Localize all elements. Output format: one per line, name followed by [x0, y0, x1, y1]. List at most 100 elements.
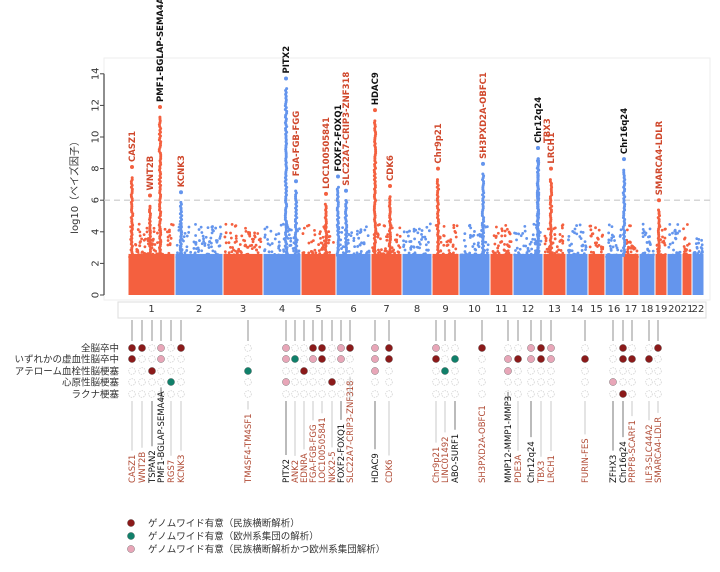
- point: [309, 250, 313, 253]
- peak-top-point: [324, 191, 328, 196]
- empty-dot: [581, 344, 589, 352]
- point: [367, 251, 371, 254]
- point: [277, 253, 281, 257]
- point: [694, 255, 698, 258]
- point: [313, 228, 316, 232]
- chromosome-label: 21: [681, 304, 694, 315]
- point: [645, 241, 649, 244]
- point: [567, 234, 571, 238]
- gene-label: PITX2: [282, 459, 292, 483]
- empty-dot: [291, 344, 299, 352]
- point: [144, 237, 147, 241]
- y-tick-label: 2: [91, 260, 102, 266]
- point: [608, 244, 612, 248]
- significance-dot: [609, 378, 617, 386]
- significance-dot: [346, 344, 354, 352]
- empty-dot: [581, 378, 589, 386]
- chromosome-label: 18: [641, 304, 654, 315]
- point: [405, 255, 409, 259]
- point: [500, 234, 504, 238]
- matrix-column: FGA-FGB-FGG: [309, 320, 319, 483]
- matrix-column: CDK6: [385, 320, 395, 483]
- empty-dot: [385, 378, 393, 386]
- point: [138, 230, 142, 234]
- point: [195, 247, 198, 251]
- peak-point: [388, 195, 392, 199]
- gene-label: CASZ1: [128, 455, 138, 483]
- point: [425, 225, 429, 229]
- point: [506, 227, 509, 231]
- significance-dot: [244, 367, 252, 375]
- point: [341, 245, 345, 249]
- point: [561, 223, 565, 227]
- point: [468, 251, 472, 255]
- gene-label: SH3PXD2A-OBFC1: [478, 405, 488, 483]
- point: [449, 238, 453, 242]
- empty-dot: [244, 378, 252, 386]
- matrix-column: HDAC9: [371, 320, 381, 483]
- point: [202, 237, 205, 241]
- chromosome-14: [566, 223, 588, 295]
- point: [227, 251, 231, 255]
- chromosome-body: [655, 253, 667, 295]
- point: [270, 242, 274, 245]
- point: [313, 233, 317, 237]
- point: [366, 254, 370, 258]
- point: [609, 247, 613, 251]
- chromosome-label: 4: [279, 304, 285, 315]
- point: [499, 255, 503, 259]
- point: [503, 242, 506, 246]
- point: [229, 246, 232, 249]
- point: [605, 255, 608, 259]
- point: [380, 248, 383, 252]
- empty-dot: [645, 344, 653, 352]
- point: [478, 234, 482, 238]
- point: [464, 244, 467, 248]
- gene-label: EDNRA: [300, 453, 310, 483]
- empty-dot: [328, 355, 336, 363]
- point: [193, 252, 197, 256]
- point: [152, 230, 156, 233]
- point: [395, 238, 399, 242]
- point: [628, 240, 632, 244]
- point: [327, 238, 331, 242]
- peak-label: CDK6: [386, 155, 396, 181]
- empty-dot: [514, 367, 522, 375]
- peak: Chr16q24: [620, 108, 630, 257]
- point: [454, 231, 458, 235]
- point: [472, 255, 476, 259]
- matrix-column: SH3PXD2A-OBFC1: [478, 320, 488, 483]
- peak-top-point: [294, 179, 298, 184]
- point: [204, 235, 208, 239]
- point: [266, 238, 269, 241]
- chromosome-label: 7: [383, 304, 389, 315]
- empty-dot: [244, 355, 252, 363]
- legend-text: ゲノムワイド有意（民族横断解析）: [148, 518, 300, 530]
- point: [543, 242, 547, 246]
- point: [235, 251, 239, 255]
- chromosome-body: [639, 253, 655, 295]
- chromosome-body: [566, 253, 588, 295]
- chromosome-body: [432, 253, 459, 295]
- point: [156, 231, 159, 235]
- peak: LRCH1: [547, 132, 557, 257]
- point: [490, 255, 494, 259]
- point: [518, 247, 522, 251]
- gene-label: SLC22A7-CRIP3-ZNF318: [346, 381, 356, 483]
- matrix-column: ZFHX3: [609, 320, 619, 483]
- peak-point: [323, 202, 327, 206]
- point: [558, 255, 562, 258]
- point: [237, 249, 240, 252]
- chromosome-body: [588, 253, 605, 295]
- point: [421, 235, 425, 239]
- empty-dot: [547, 367, 555, 375]
- point: [497, 244, 500, 248]
- point: [668, 233, 672, 237]
- gene-label: PDE3A: [514, 455, 524, 483]
- peak-label: SH3PXD2A-OBFC1: [479, 72, 489, 159]
- empty-dot: [138, 390, 146, 398]
- point: [560, 226, 564, 230]
- point: [408, 229, 411, 233]
- significance-dot: [157, 355, 165, 363]
- chromosome-body: [692, 253, 704, 295]
